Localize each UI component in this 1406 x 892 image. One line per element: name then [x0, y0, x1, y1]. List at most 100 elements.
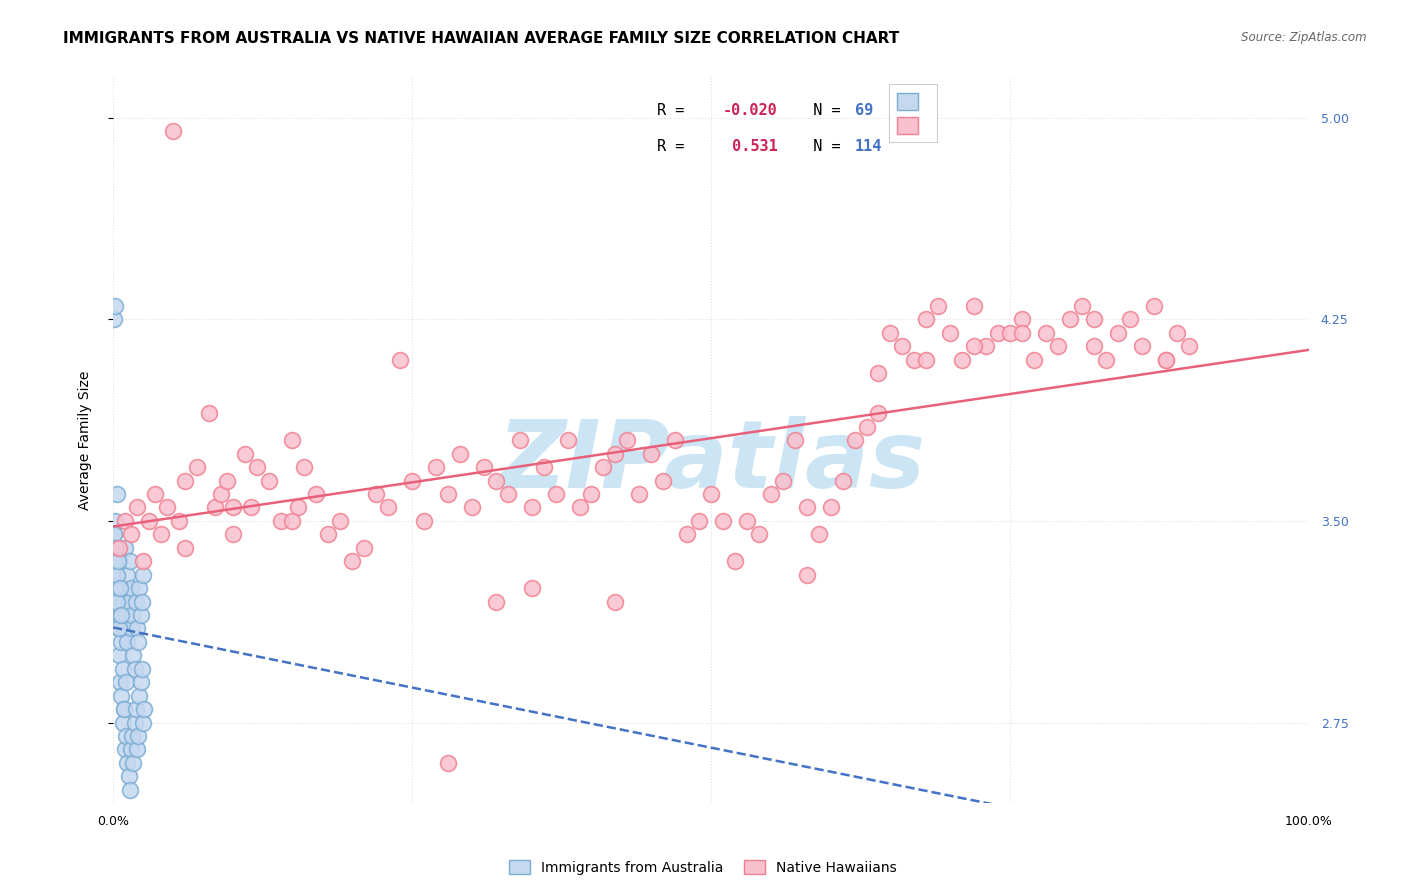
- Point: [437, 487, 460, 501]
- Text: N =: N =: [794, 139, 849, 154]
- Point: [676, 527, 699, 541]
- Text: R =: R =: [657, 103, 693, 118]
- Text: 69: 69: [855, 103, 873, 118]
- Point: [257, 474, 280, 488]
- Point: [974, 339, 997, 353]
- Point: [1107, 326, 1129, 340]
- Point: [107, 581, 129, 595]
- Point: [239, 500, 262, 515]
- Point: [939, 326, 962, 340]
- Point: [162, 124, 184, 138]
- Point: [1142, 299, 1164, 313]
- Point: [735, 514, 758, 528]
- Point: [149, 527, 172, 541]
- Point: [868, 366, 890, 380]
- Point: [131, 662, 153, 676]
- Point: [413, 514, 436, 528]
- Point: [124, 662, 146, 676]
- Point: [711, 514, 734, 528]
- Point: [640, 447, 662, 461]
- Point: [117, 567, 139, 582]
- Point: [104, 567, 127, 582]
- Point: [127, 635, 149, 649]
- Point: [461, 500, 484, 515]
- Point: [115, 729, 138, 743]
- Point: [1011, 326, 1033, 340]
- Point: [796, 500, 818, 515]
- Point: [855, 420, 877, 434]
- Point: [108, 554, 131, 568]
- Text: ZIPatlas: ZIPatlas: [496, 416, 925, 508]
- Point: [927, 299, 949, 313]
- Point: [110, 689, 132, 703]
- Point: [222, 500, 245, 515]
- Point: [796, 567, 818, 582]
- Point: [844, 434, 866, 448]
- Point: [120, 581, 142, 595]
- Point: [401, 474, 423, 488]
- Point: [485, 594, 508, 608]
- Point: [132, 567, 155, 582]
- Point: [533, 460, 555, 475]
- Point: [496, 487, 519, 501]
- Point: [1022, 352, 1045, 367]
- Point: [759, 487, 782, 501]
- Text: IMMIGRANTS FROM AUSTRALIA VS NATIVE HAWAIIAN AVERAGE FAMILY SIZE CORRELATION CHA: IMMIGRANTS FROM AUSTRALIA VS NATIVE HAWA…: [63, 31, 900, 46]
- Point: [105, 487, 128, 501]
- Point: [105, 594, 128, 608]
- Point: [103, 554, 125, 568]
- Point: [366, 487, 388, 501]
- Point: [1070, 299, 1092, 313]
- Point: [114, 581, 136, 595]
- Point: [110, 581, 132, 595]
- Point: [807, 527, 830, 541]
- Point: [173, 541, 195, 555]
- Text: Source: ZipAtlas.com: Source: ZipAtlas.com: [1241, 31, 1367, 45]
- Point: [353, 541, 375, 555]
- Point: [389, 352, 412, 367]
- Point: [114, 514, 136, 528]
- Point: [557, 434, 579, 448]
- Point: [105, 567, 128, 582]
- Point: [509, 434, 531, 448]
- Point: [112, 622, 135, 636]
- Point: [1083, 312, 1105, 326]
- Point: [281, 434, 304, 448]
- Point: [1059, 312, 1081, 326]
- Point: [118, 769, 141, 783]
- Point: [110, 607, 132, 622]
- Point: [520, 500, 543, 515]
- Point: [222, 527, 245, 541]
- Point: [700, 487, 723, 501]
- Point: [111, 594, 134, 608]
- Point: [110, 675, 132, 690]
- Point: [117, 756, 139, 770]
- Point: [287, 500, 309, 515]
- Point: [449, 447, 471, 461]
- Point: [115, 675, 138, 690]
- Point: [105, 541, 128, 555]
- Point: [118, 782, 141, 797]
- Point: [118, 554, 141, 568]
- Point: [772, 474, 794, 488]
- Point: [581, 487, 603, 501]
- Point: [104, 299, 127, 313]
- Point: [592, 460, 614, 475]
- Point: [903, 352, 925, 367]
- Point: [281, 514, 304, 528]
- Point: [132, 554, 155, 568]
- Point: [114, 742, 136, 756]
- Point: [111, 662, 134, 676]
- Point: [128, 689, 150, 703]
- Point: [134, 702, 156, 716]
- Legend: , : ,: [889, 85, 938, 142]
- Point: [915, 352, 938, 367]
- Point: [156, 500, 179, 515]
- Point: [104, 581, 127, 595]
- Point: [485, 474, 508, 488]
- Point: [143, 487, 166, 501]
- Point: [831, 474, 853, 488]
- Point: [294, 460, 316, 475]
- Point: [783, 434, 806, 448]
- Point: [1046, 339, 1069, 353]
